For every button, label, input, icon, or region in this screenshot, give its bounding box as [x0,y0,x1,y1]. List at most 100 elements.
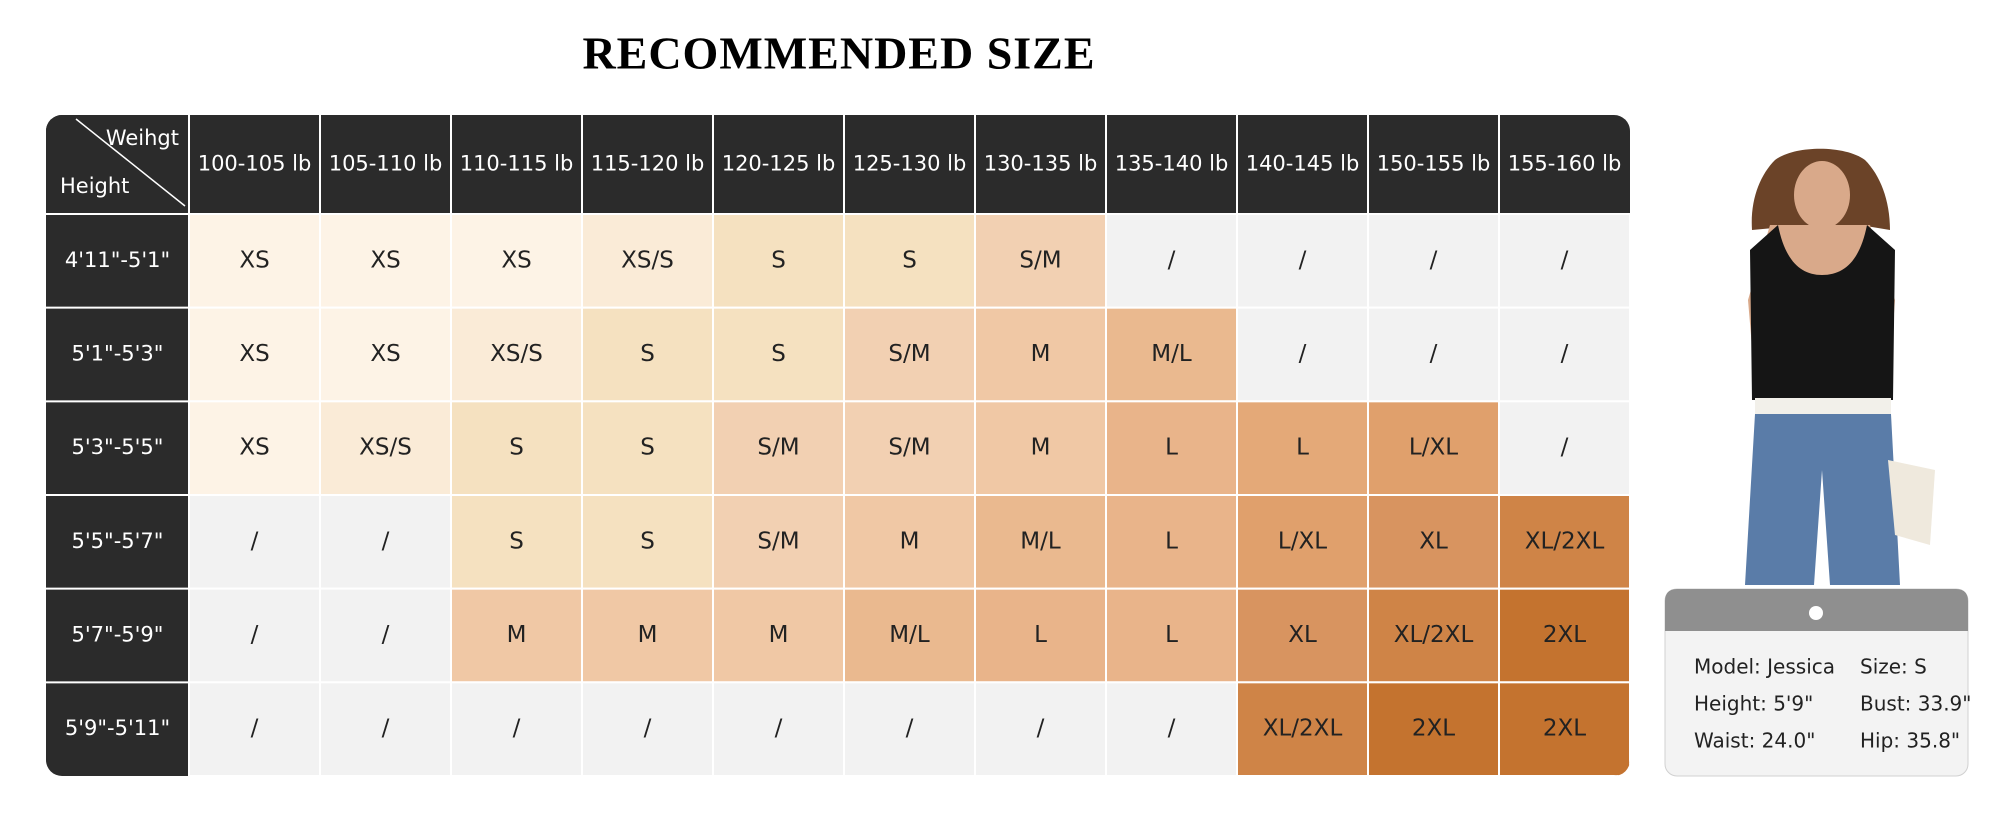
size-label: / [382,716,390,742]
size-label: XL [1288,622,1317,648]
size-cell [712,213,845,309]
size-cell [974,587,1107,684]
card-height: Height: 5'9" [1694,692,1813,716]
size-label: M [1031,341,1051,367]
size-label: / [1430,247,1438,273]
size-label: M/L [1151,341,1192,367]
size-label: L [1034,622,1047,648]
size-label: M [507,622,527,648]
column-header: 130-135 lb [984,152,1098,176]
size-cell [319,587,452,684]
size-label: S [509,528,524,554]
size-cell [1105,306,1238,403]
size-cell [843,213,976,309]
column-header: 155-160 lb [1508,152,1622,176]
corner-height: Height [60,174,129,198]
size-label: 2XL [1412,716,1455,742]
size-label: XS [239,247,269,273]
size-label: / [382,622,390,648]
size-cell [450,213,583,309]
size-cell [1498,306,1630,403]
size-label: L/XL [1278,528,1327,554]
row-header: 5'9"-5'11" [65,716,170,740]
size-label: L [1165,435,1178,461]
size-cell [581,213,714,309]
size-label: / [1299,247,1307,273]
size-cell [1367,587,1500,684]
model-photo [1680,115,1970,585]
size-cell [1498,213,1630,309]
size-label: S [509,435,524,461]
row-header: 5'7"-5'9" [72,623,164,647]
model-card: Model: Jessica Size: S Height: 5'9" Bust… [1664,588,1971,777]
size-label: M [1031,435,1051,461]
column-header: 100-105 lb [198,152,312,176]
size-label: S [640,341,655,367]
size-label: XS/S [621,247,674,273]
size-label: S/M [757,435,799,461]
size-label: S/M [888,341,930,367]
corner-weight: Weihgt [106,126,179,150]
first-col-bg [46,115,189,776]
size-label: L [1165,528,1178,554]
size-cell [712,494,845,590]
size-cell [450,587,583,684]
size-label: L [1165,622,1178,648]
size-cell [450,494,583,590]
size-label: S [902,247,917,273]
column-header: 120-125 lb [722,152,836,176]
size-label: M [900,528,920,554]
column-header: 110-115 lb [460,152,574,176]
size-label: / [513,716,521,742]
size-label: / [1561,247,1569,273]
size-cell [1367,681,1500,776]
size-label: XS/S [359,435,412,461]
size-label: L [1296,435,1309,461]
size-label: / [382,528,390,554]
face [1794,161,1850,229]
row-header: 4'11"-5'1" [65,248,170,272]
size-cell [712,681,845,776]
size-label: 2XL [1543,622,1586,648]
corner-diagonal [75,118,186,207]
size-label: / [1299,341,1307,367]
size-cell [1105,494,1238,590]
size-cell [188,400,321,497]
size-cell [974,681,1107,776]
size-cell [581,400,714,497]
size-label: S/M [888,435,930,461]
size-label: S/M [757,528,799,554]
belt [1755,398,1891,414]
size-cell [843,587,976,684]
size-label: S [771,341,786,367]
size-label: M/L [889,622,930,648]
size-label: S/M [1019,247,1061,273]
size-label: XS [370,341,400,367]
row-header: 5'5"-5'7" [72,529,164,553]
row-header: 5'3"-5'5" [72,435,164,459]
column-header: 150-155 lb [1377,152,1491,176]
size-label: / [906,716,914,742]
size-cell [1498,587,1630,684]
size-cell [581,681,714,776]
size-cell [1236,400,1369,497]
row-header: 5'1"-5'3" [72,342,164,366]
column-header: 140-145 lb [1246,152,1360,176]
size-label: M [638,622,658,648]
size-cell [188,494,321,590]
card-waist: Waist: 24.0" [1694,729,1815,753]
size-label: / [251,622,259,648]
size-cell [712,587,845,684]
column-header: 105-110 lb [329,152,443,176]
size-label: / [1037,716,1045,742]
size-label: / [251,528,259,554]
size-cell [974,494,1107,590]
size-cell [1498,681,1630,776]
card-bust: Bust: 33.9" [1860,692,1971,716]
card-hole [1809,606,1823,620]
bag [1888,460,1935,545]
size-cell [1367,494,1500,590]
size-cell [1105,213,1238,309]
size-label: M/L [1020,528,1061,554]
size-label: XS/S [490,341,543,367]
